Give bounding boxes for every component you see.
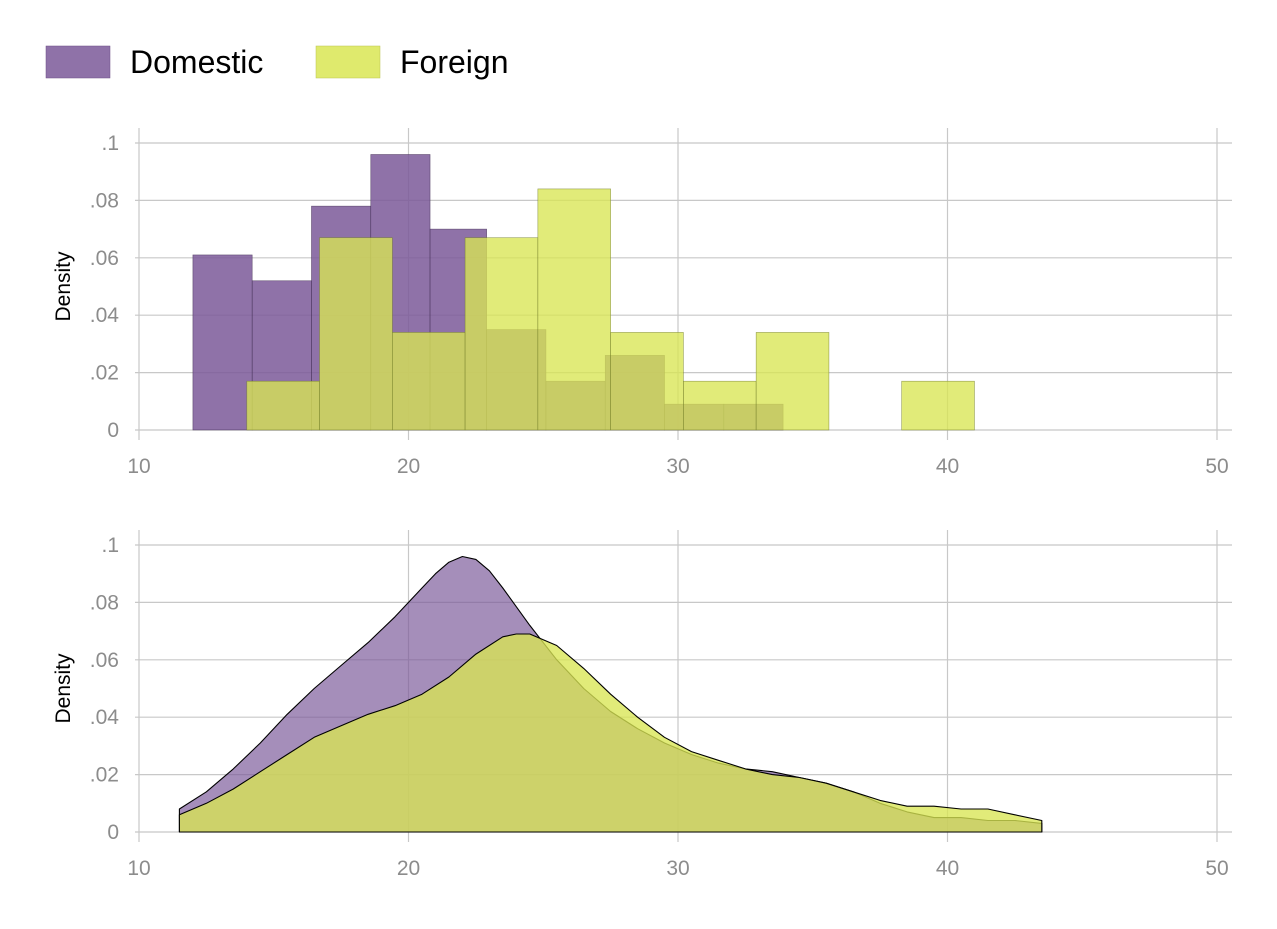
histogram-bar [192, 254, 253, 431]
x-tick-label: 10 [127, 857, 150, 880]
legend-label-domestic: Domestic [130, 44, 263, 80]
x-tick-label: 30 [666, 857, 689, 880]
x-tick-label: 50 [1205, 455, 1228, 478]
density-area [178, 633, 1043, 833]
histogram-bar [246, 380, 320, 431]
y-tick-label: .04 [90, 706, 120, 729]
legend-label-foreign: Foreign [400, 44, 509, 80]
histogram-bar [464, 237, 539, 431]
y-tick-label: .1 [101, 534, 119, 557]
x-tick-label: 30 [666, 455, 689, 478]
y-tick-label: .02 [90, 764, 119, 787]
y-tick-label: .08 [90, 591, 119, 614]
x-tick-label: 20 [397, 455, 420, 478]
legend-swatch-domestic [45, 45, 111, 79]
y-axis-label: Density [52, 251, 75, 322]
histogram-bar [319, 237, 393, 431]
x-tick-label: 40 [936, 455, 959, 478]
histogram-bar [755, 332, 830, 431]
y-tick-label: 0 [107, 419, 119, 442]
tick-labels: 0 .02 .04 .06 .08 .1 10 20 30 40 50 [90, 534, 1229, 880]
y-tick-label: .06 [90, 247, 119, 270]
y-tick-label: .06 [90, 649, 119, 672]
y-tick-label: .1 [101, 132, 119, 155]
y-tick-label: 0 [107, 821, 119, 844]
x-tick-label: 10 [127, 455, 150, 478]
histogram-bar [392, 332, 466, 431]
histogram-bar [610, 332, 684, 431]
y-axis-label: Density [52, 653, 75, 724]
histogram-bar [683, 380, 757, 431]
y-tick-label: .02 [90, 362, 119, 385]
y-tick-label: .04 [90, 304, 120, 327]
x-tick-label: 40 [936, 857, 959, 880]
histogram-bar [537, 188, 611, 431]
tick-labels: 0 .02 .04 .06 .08 .1 10 20 30 40 50 [90, 132, 1229, 478]
histogram-panel: 0 .02 .04 .06 .08 .1 10 20 30 40 50 Density [52, 128, 1232, 478]
histogram-bar [901, 380, 975, 431]
series-foreign [246, 188, 975, 431]
x-tick-label: 20 [397, 857, 420, 880]
y-tick-label: .08 [90, 189, 119, 212]
density-panel: 0 .02 .04 .06 .08 .1 10 20 30 40 50 Density [52, 530, 1232, 880]
series-foreign [178, 633, 1043, 833]
legend-swatch-foreign [315, 45, 381, 79]
legend: Domestic Foreign [45, 44, 509, 80]
x-tick-label: 50 [1205, 857, 1228, 880]
